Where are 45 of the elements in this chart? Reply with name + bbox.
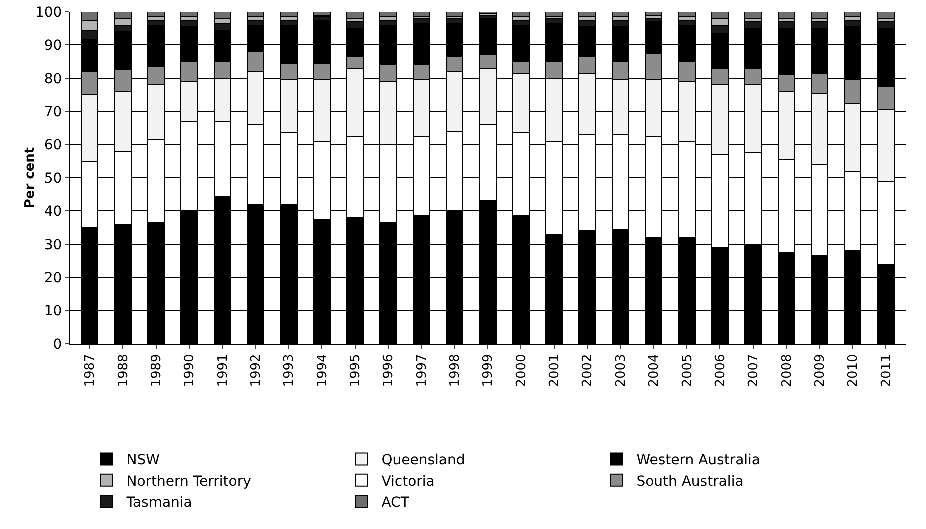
y-tick-label: 50 <box>44 170 62 187</box>
legend-label: NSW <box>126 452 160 469</box>
x-tick-label: 1998 <box>448 354 464 388</box>
x-tick-label: 2003 <box>614 354 629 388</box>
legend-label: Western Australia <box>636 452 761 469</box>
x-tick-label: 2005 <box>680 354 696 388</box>
y-tick-label: 70 <box>44 104 62 120</box>
x-tick-label: 1999 <box>481 354 496 388</box>
x-tick-label: 1990 <box>182 354 198 388</box>
legend-label: South Australia <box>636 474 744 490</box>
legend-label: Northern Territory <box>126 474 252 490</box>
x-tick-label: 1988 <box>116 354 132 388</box>
x-tick-label: 2000 <box>514 354 530 388</box>
x-tick-label: 2002 <box>580 354 596 388</box>
x-tick-label: 2006 <box>713 354 728 388</box>
x-tick-label: 2007 <box>746 354 762 388</box>
x-tick-label: 1996 <box>382 354 397 388</box>
x-tick-label: 1987 <box>83 354 98 388</box>
y-tick-label: 0 <box>53 336 62 353</box>
y-tick-label: 90 <box>44 38 62 54</box>
y-tick-label: 100 <box>35 4 62 21</box>
x-tick-label: 1995 <box>348 354 364 388</box>
x-tick-label: 1994 <box>315 354 330 388</box>
y-tick-label: 30 <box>44 237 62 254</box>
legend-label: Queensland <box>382 452 466 469</box>
x-tick-label: 2010 <box>846 354 862 388</box>
x-tick-label: 1989 <box>149 354 164 388</box>
x-tick-label: 1992 <box>249 354 264 388</box>
y-axis-title: Per cent <box>23 147 38 209</box>
y-tick-label: 60 <box>44 138 62 154</box>
y-tick-label: 20 <box>44 270 62 286</box>
x-tick-label: 1993 <box>282 354 298 388</box>
legend-label: Tasmania <box>126 495 192 512</box>
y-tick-label: 10 <box>44 304 62 320</box>
legend-label: Victoria <box>382 474 435 490</box>
y-tick-label: 40 <box>44 204 62 220</box>
x-tick-label: 2011 <box>879 354 894 388</box>
x-tick-label: 2009 <box>812 354 828 388</box>
x-tick-label: 2008 <box>780 354 795 388</box>
y-tick-label: 80 <box>44 71 62 88</box>
x-tick-label: 1997 <box>414 354 430 388</box>
x-tick-label: 2001 <box>548 354 563 388</box>
x-tick-label: 1991 <box>216 354 231 388</box>
x-tick-label: 2004 <box>647 354 662 388</box>
legend-label: ACT <box>382 495 410 512</box>
